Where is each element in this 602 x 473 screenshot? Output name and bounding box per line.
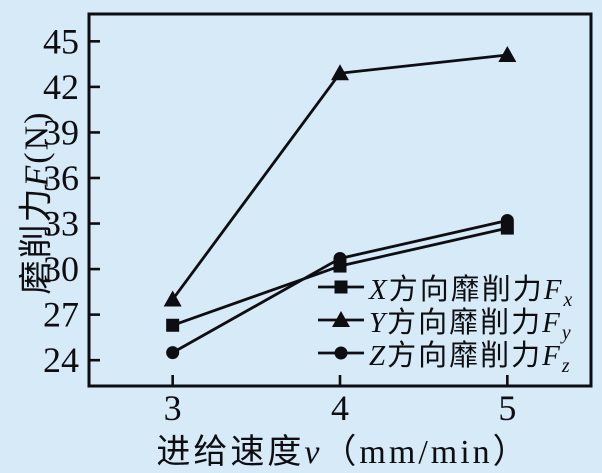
x-axis-title: 进给速度v（mm/min） xyxy=(92,424,594,473)
y-tick-label: 45 xyxy=(43,21,79,61)
x-tick-label: 4 xyxy=(331,388,349,428)
plot-frame xyxy=(87,12,593,388)
data-point-triangle xyxy=(498,45,517,62)
data-point-square xyxy=(334,280,348,293)
x-axis-symbol: v xyxy=(304,434,323,471)
y-tick-label: 24 xyxy=(43,340,79,380)
data-point-circle xyxy=(166,346,180,360)
triangle-marker-icon xyxy=(318,310,364,327)
legend-item-fy: Y方向靡削力Fy xyxy=(318,303,574,342)
x-tick-label: 5 xyxy=(498,388,516,428)
data-point-square xyxy=(166,318,180,332)
y-axis-title: 磨削力F(N) xyxy=(9,38,58,368)
circle-marker-icon xyxy=(318,346,364,359)
square-marker-icon xyxy=(318,280,364,293)
data-point-circle xyxy=(334,346,348,359)
x-tick-label: 3 xyxy=(164,388,182,428)
y-tick-label: 42 xyxy=(43,67,79,107)
legend-label-fx: X方向靡削力Fx xyxy=(369,273,575,311)
x-axis-title-text: 进给速度 xyxy=(156,434,305,471)
x-axis-unit: （mm/min） xyxy=(322,434,530,471)
y-tick-label: 27 xyxy=(43,295,79,335)
y-tick-label: 30 xyxy=(43,249,79,289)
y-axis-symbol: F xyxy=(18,163,56,187)
y-tick-label: 33 xyxy=(43,204,79,244)
data-point-triangle xyxy=(332,310,350,327)
legend-item-fx: X方向靡削力Fx xyxy=(318,270,574,309)
y-axis-unit: (N) xyxy=(18,110,56,164)
legend-item-fz: Z方向靡削力Fz xyxy=(318,336,574,375)
legend-label-fz: Z方向靡削力Fz xyxy=(369,339,572,377)
data-point-circle xyxy=(500,213,514,227)
legend: X方向靡削力Fx Y方向靡削力Fy Z方向靡削力Fz xyxy=(318,270,574,375)
y-axis-title-text: 磨削力 xyxy=(18,186,56,295)
data-point-circle xyxy=(333,251,347,265)
y-tick-label: 36 xyxy=(43,158,79,198)
y-tick-label: 39 xyxy=(43,112,79,152)
legend-label-fy: Y方向靡削力Fy xyxy=(369,306,573,344)
data-point-triangle xyxy=(163,290,182,307)
data-point-triangle xyxy=(331,64,349,81)
